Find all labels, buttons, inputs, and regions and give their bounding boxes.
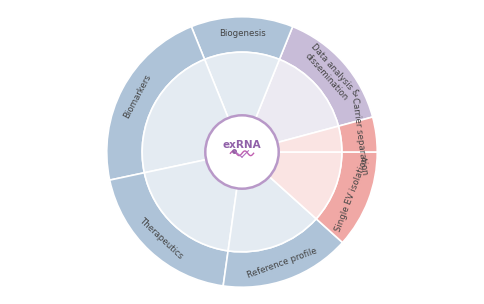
Wedge shape bbox=[223, 219, 343, 287]
Wedge shape bbox=[338, 117, 377, 152]
Text: Reference profile: Reference profile bbox=[246, 246, 318, 280]
Wedge shape bbox=[144, 160, 237, 251]
Wedge shape bbox=[205, 52, 279, 118]
Wedge shape bbox=[110, 173, 228, 286]
Wedge shape bbox=[277, 126, 342, 152]
Text: Single EV isolation: Single EV isolation bbox=[334, 156, 371, 233]
Wedge shape bbox=[316, 152, 377, 243]
Text: Data analysis &
dissemination: Data analysis & dissemination bbox=[301, 42, 360, 105]
Wedge shape bbox=[279, 26, 373, 126]
Circle shape bbox=[205, 115, 279, 189]
Wedge shape bbox=[269, 152, 342, 219]
Wedge shape bbox=[191, 17, 293, 60]
Wedge shape bbox=[142, 60, 228, 173]
Text: Therapeutics: Therapeutics bbox=[138, 216, 185, 261]
Wedge shape bbox=[256, 60, 338, 143]
Wedge shape bbox=[228, 177, 316, 252]
Text: Biomarkers: Biomarkers bbox=[122, 73, 153, 120]
Text: Carrier separation: Carrier separation bbox=[349, 97, 369, 176]
Wedge shape bbox=[107, 26, 205, 180]
Text: exRNA: exRNA bbox=[223, 140, 261, 150]
Text: Biogenesis: Biogenesis bbox=[219, 29, 265, 38]
